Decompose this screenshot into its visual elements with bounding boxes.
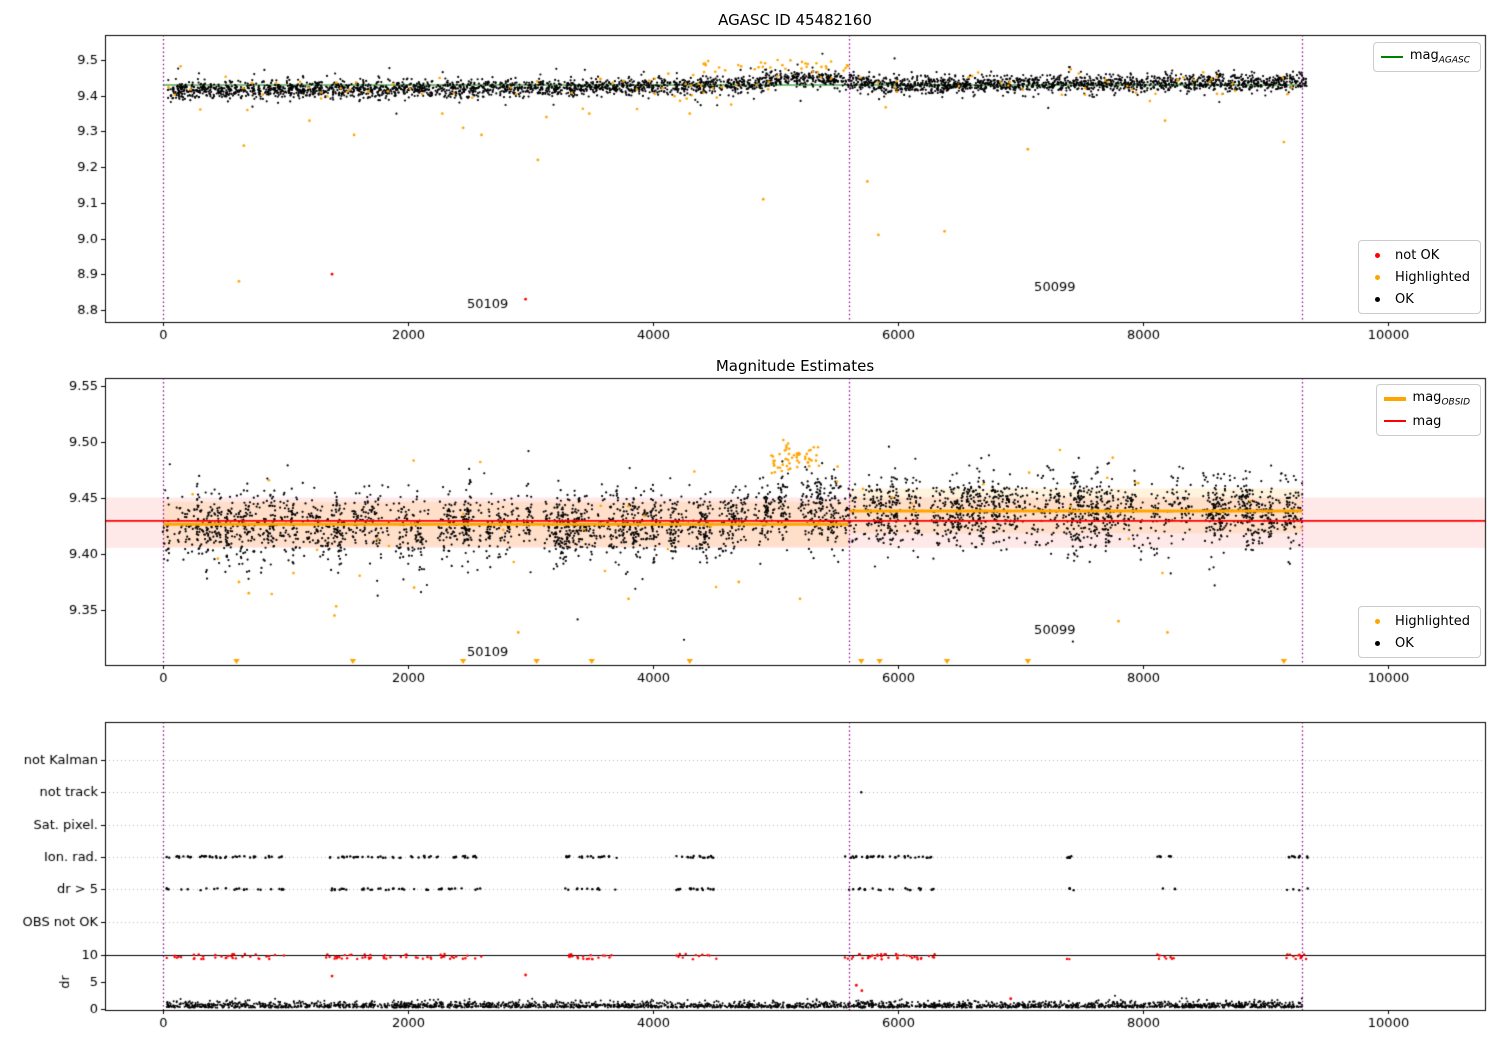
plot1-title: AGASC ID 45482160 <box>718 11 872 29</box>
legend-entry: magAGASC <box>1380 47 1470 67</box>
legend-entry: not OK <box>1366 245 1470 265</box>
line-swatch <box>1383 420 1406 422</box>
legend-label: OK <box>1395 291 1414 307</box>
legend-mid-status: Highlighted OK <box>1358 606 1481 658</box>
marker-dot-swatch <box>1366 296 1388 302</box>
legend-entry: Highlighted <box>1366 267 1470 287</box>
legend-entry: OK <box>1366 289 1470 309</box>
legend-entry: OK <box>1366 633 1470 653</box>
legend-label: OK <box>1395 635 1414 651</box>
legend-entry: Highlighted <box>1366 611 1470 631</box>
legend-label: mag <box>1412 413 1442 429</box>
legend-label: not OK <box>1395 247 1440 263</box>
marker-dot-swatch <box>1366 252 1388 258</box>
marker-dot-swatch <box>1366 274 1388 280</box>
line-swatch <box>1380 56 1403 58</box>
legend-mag-agasc: magAGASC <box>1372 42 1481 72</box>
marker-dot-swatch <box>1366 618 1388 624</box>
legend-entry: mag <box>1383 411 1470 431</box>
marker-dot-swatch <box>1366 640 1388 646</box>
legend-mid-lines: magOBSID mag <box>1375 384 1481 436</box>
legend-entry: magOBSID <box>1383 389 1470 409</box>
legend-label: magOBSID <box>1412 390 1470 408</box>
legend-label: Highlighted <box>1395 269 1470 285</box>
plot2-title: Magnitude Estimates <box>715 357 875 375</box>
line-swatch <box>1383 397 1406 401</box>
legend-label: Highlighted <box>1395 613 1470 629</box>
legend-label: magAGASC <box>1409 48 1470 66</box>
legend-top-status: not OK Highlighted OK <box>1358 240 1481 314</box>
